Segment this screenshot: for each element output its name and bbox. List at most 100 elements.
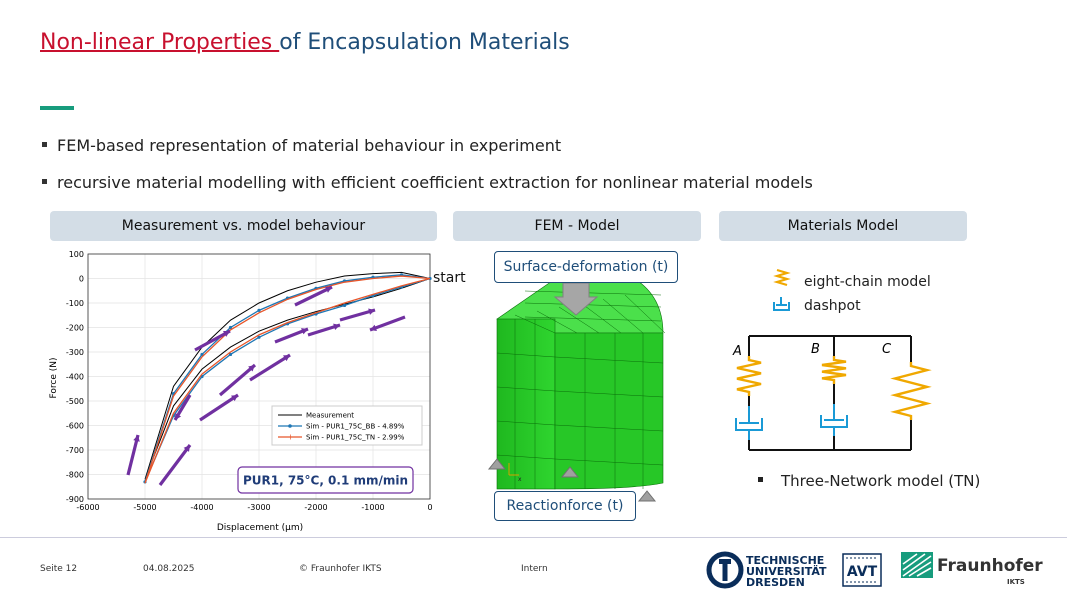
direction-arrow [294,285,333,307]
network-frame [749,335,911,451]
logo-tud-line: TECHNISCHE [746,554,824,567]
direction-arrow-head [223,330,230,337]
condition-label: PUR1, 75°C, 0.1 mm/min [243,474,408,488]
chart-legend: Measurement Sim - PUR1_75C_BB - 4.89% + … [271,405,423,446]
mesh-line [524,290,662,296]
load-arrow-icon [553,282,599,316]
logo-tud-line: DRESDEN [746,576,805,589]
mesh-line [496,352,556,358]
page-title: Non-linear Properties of Encapsulation M… [40,30,570,55]
spring-element [821,356,847,384]
direction-arrow-head [325,286,332,293]
title-rest: of Encapsulation Materials [279,30,570,55]
direction-arrow [369,315,406,332]
x-tick-label: -1000 [361,503,384,512]
x-axis-label: Displacement (µm) [217,523,303,533]
svg-text:x: x [518,476,522,483]
panel-header-materials: Materials Model [719,211,967,241]
mesh-line [554,424,664,432]
mesh-line [514,314,556,334]
direction-arrow [199,393,239,422]
x-tick-label: -5000 [133,503,156,512]
bullet-square-icon [758,477,763,482]
branch-label-a: A [732,344,742,359]
mesh-line [554,390,664,398]
x-tick-label: -2000 [304,503,327,512]
bullet-item: recursive material modelling with effici… [42,173,813,192]
legend-dashpot-label: dashpot [804,298,861,314]
series-line [144,275,431,484]
mesh-line [580,302,622,334]
chart-ticks: -6000 -5000 -4000 -3000 -2000 -1000 0 100 0 -100 -… [66,250,433,512]
ikts-logo-text: IKTS [1007,578,1025,586]
direction-arrow-head [183,445,190,452]
y-tick-label: -300 [66,348,84,357]
bullet-text: recursive material modelling with effici… [57,173,813,192]
direction-arrow-head [231,395,238,402]
y-tick-label: 100 [69,250,84,259]
start-label: start [433,270,466,286]
branch-label-c: C [882,342,892,357]
fem-mesh-lines [496,290,665,489]
chart-series [143,271,432,484]
legend-entry: Measurement [306,412,354,420]
y-axis-label: Force (N) [49,358,59,399]
footer-date: 04.08.2025 [143,564,195,574]
mesh-line [524,302,662,308]
y-tick-label: -100 [66,299,84,308]
footer-classification: Intern [521,564,548,574]
direction-arrow [158,444,192,486]
bullet-square-icon [42,142,47,147]
support-triangle-icon [560,466,580,478]
series-point [228,325,233,330]
direction-arrow-head [133,435,140,442]
condition-box: PUR1, 75°C, 0.1 mm/min [237,466,414,494]
x-tick-label: 0 [427,503,432,512]
tn-model-bullet: Three-Network model (TN) [758,472,980,490]
mesh-line [536,310,578,334]
panel-header-fem: FEM - Model [453,211,701,241]
y-tick-label: -400 [66,373,84,382]
fraunhofer-logo-icon [901,552,933,578]
footer-divider [0,537,1067,538]
chart-axes [87,253,431,500]
series-point [342,303,347,308]
y-tick-label: -500 [66,397,84,406]
y-tick-label: -600 [66,422,84,431]
tu-dresden-logo: TECHNISCHE UNIVERSITÄT DRESDEN [706,551,827,589]
fem-front-face [496,318,556,490]
plot-frame [87,253,431,500]
reaction-force-callout: Reactionforce (t) [494,491,636,521]
fraunhofer-logo-text: Fraunhofer [937,556,1043,576]
bullet-square-icon [42,179,47,184]
footer-page: Seite 12 [40,564,78,574]
bullet-text: FEM-based representation of material beh… [57,136,562,155]
spring-element [890,362,932,420]
coordinate-axes-icon: x [508,463,522,483]
series-point [257,308,261,312]
support-triangle-icon [487,458,507,470]
svg-text:+: + [287,433,294,442]
footer-copyright: © Fraunhofer IKTS [299,564,382,574]
panel-header-measurement: Measurement vs. model behaviour [50,211,437,241]
mesh-line [496,386,556,392]
direction-arrow-head [370,324,377,332]
mesh-line [554,356,664,364]
logo-avt-text: AVT [847,564,878,580]
mesh-line [602,298,644,334]
x-tick-label: -6000 [76,503,99,512]
spring-element [736,356,762,396]
y-tick-label: -200 [66,324,84,333]
x-tick-label: -4000 [190,503,213,512]
direction-arrow [126,434,140,476]
surface-deformation-callout: Surface-deformation (t) [494,251,678,283]
mesh-line [554,458,664,466]
fem-curved-face [554,332,664,490]
dashpot-legend-icon [773,297,790,311]
direction-arrow-head [301,328,308,335]
title-highlight: Non-linear Properties [40,30,280,55]
legend-spring-label: eight-chain model [804,274,931,290]
mesh-line [558,306,600,334]
branch-label-b: B [811,342,820,357]
y-tick-label: -900 [66,495,84,504]
